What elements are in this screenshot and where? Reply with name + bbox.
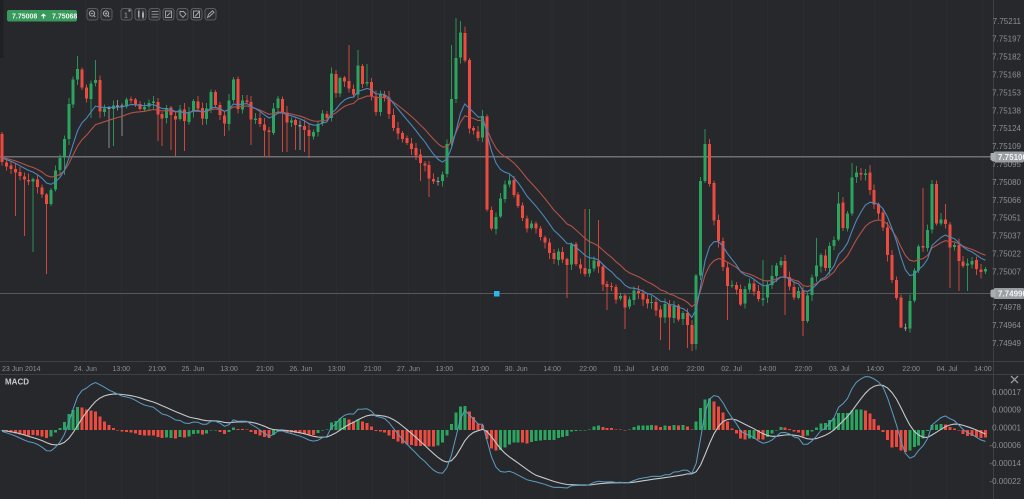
svg-text:27. Jun: 27. Jun (397, 366, 420, 373)
svg-text:-0.00022: -0.00022 (989, 477, 1021, 486)
svg-text:7.75007: 7.75007 (992, 267, 1021, 276)
svg-text:22:00: 22:00 (902, 366, 920, 373)
svg-text:13:00: 13:00 (113, 366, 131, 373)
svg-text:7.75138: 7.75138 (992, 106, 1021, 115)
svg-text:-0.00006: -0.00006 (989, 441, 1021, 450)
svg-text:14:00: 14:00 (974, 366, 992, 373)
svg-text:7.75100: 7.75100 (998, 153, 1024, 162)
svg-text:7.75182: 7.75182 (992, 53, 1021, 62)
svg-text:7.75124: 7.75124 (992, 124, 1021, 133)
svg-text:7.75168: 7.75168 (992, 71, 1021, 80)
svg-text:25. Jun: 25. Jun (182, 366, 205, 373)
svg-text:21:00: 21:00 (148, 366, 166, 373)
svg-text:7.75080: 7.75080 (992, 178, 1021, 187)
svg-text:7.75022: 7.75022 (992, 250, 1021, 259)
svg-text:14:00: 14:00 (543, 366, 561, 373)
svg-text:7.75066: 7.75066 (992, 196, 1021, 205)
svg-text:0.00009: 0.00009 (992, 406, 1021, 415)
svg-text:MACD: MACD (5, 378, 29, 387)
svg-text:7.74949: 7.74949 (992, 339, 1021, 348)
svg-text:7.75109: 7.75109 (992, 142, 1021, 151)
svg-text:01. Jul: 01. Jul (614, 366, 635, 373)
svg-text:14:00: 14:00 (651, 366, 669, 373)
svg-text:1: 1 (124, 13, 128, 20)
svg-text:21:00: 21:00 (256, 366, 274, 373)
svg-text:22:00: 22:00 (579, 366, 597, 373)
svg-text:24. Jun: 24. Jun (74, 366, 97, 373)
svg-text:0.00001: 0.00001 (992, 424, 1021, 433)
svg-text:21:00: 21:00 (472, 366, 490, 373)
svg-text:13:00: 13:00 (328, 366, 346, 373)
svg-text:7.74978: 7.74978 (992, 303, 1021, 312)
svg-text:0.00017: 0.00017 (992, 388, 1021, 397)
svg-text:7.75051: 7.75051 (992, 214, 1021, 223)
svg-text:21:00: 21:00 (364, 366, 382, 373)
svg-text:7.75008: 7.75008 (12, 14, 37, 21)
svg-text:03. Jul: 03. Jul (829, 366, 850, 373)
svg-text:7.75197: 7.75197 (992, 35, 1021, 44)
svg-text:7.74964: 7.74964 (992, 321, 1021, 330)
svg-text:7.75153: 7.75153 (992, 88, 1021, 97)
svg-text:22:00: 22:00 (687, 366, 705, 373)
svg-text:22:00: 22:00 (795, 366, 813, 373)
svg-text:23 Jun 2014: 23 Jun 2014 (2, 366, 41, 373)
svg-text:7.75211: 7.75211 (993, 17, 1022, 26)
svg-text:7.75095: 7.75095 (992, 160, 1021, 169)
svg-text:7.75068: 7.75068 (52, 14, 77, 21)
svg-text:26. Jun: 26. Jun (289, 366, 312, 373)
svg-text:14:00: 14:00 (759, 366, 777, 373)
svg-text:-0.00014: -0.00014 (989, 459, 1021, 468)
svg-text:13:00: 13:00 (436, 366, 454, 373)
svg-text:7.75037: 7.75037 (992, 232, 1021, 241)
svg-text:02. Jul: 02. Jul (721, 366, 742, 373)
svg-text:14:00: 14:00 (866, 366, 884, 373)
svg-text:30. Jun: 30. Jun (505, 366, 528, 373)
svg-text:04. Jul: 04. Jul (937, 366, 958, 373)
svg-text:13:00: 13:00 (220, 366, 238, 373)
